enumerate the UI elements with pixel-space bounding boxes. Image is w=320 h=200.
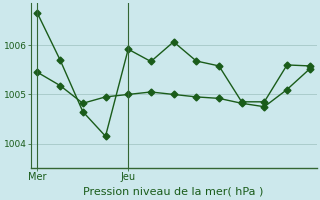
X-axis label: Pression niveau de la mer( hPa ): Pression niveau de la mer( hPa ) (84, 187, 264, 197)
